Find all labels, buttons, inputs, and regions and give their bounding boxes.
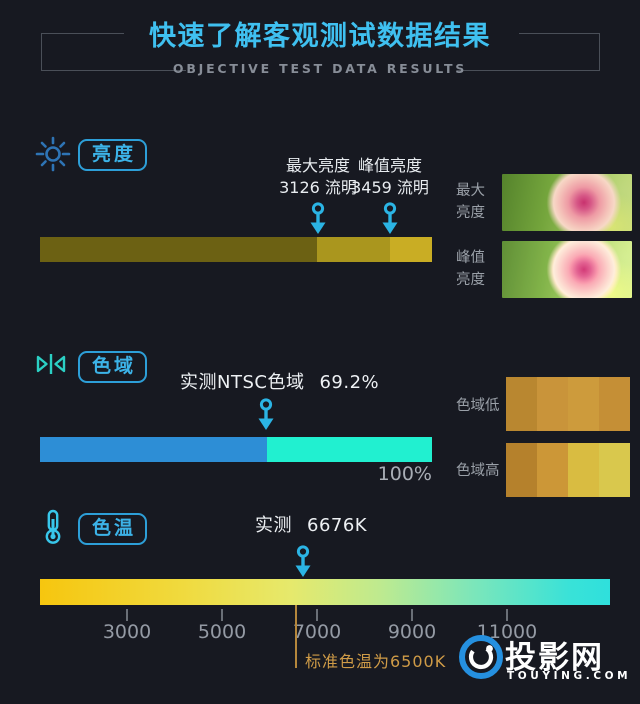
header-frame-line bbox=[41, 70, 186, 71]
peak-brightness-name: 峰值亮度 bbox=[357, 156, 422, 175]
page-subtitle: OBJECTIVE TEST DATA RESULTS bbox=[172, 61, 468, 76]
axis-tick bbox=[221, 609, 223, 621]
swatch-low-label: 色域低 bbox=[456, 398, 500, 414]
brand-logo-icon bbox=[458, 634, 504, 680]
standard-temperature-line bbox=[295, 605, 297, 668]
gamut-measured-label: 实测NTSC色域 bbox=[180, 372, 305, 393]
gamut-high-swatch bbox=[506, 443, 630, 497]
annotation-max-brightness: 最大亮度 3126 流明 bbox=[256, 155, 380, 199]
swatch-stripe bbox=[568, 443, 599, 497]
axis-tick-label: 9000 bbox=[387, 621, 437, 643]
swatch-high-label: 色域高 bbox=[456, 463, 500, 479]
temperature-measured-text: 实测 6676K bbox=[255, 511, 367, 537]
axis-tick bbox=[126, 609, 128, 621]
header-frame-line bbox=[457, 70, 600, 71]
peak-brightness-value: 3459 流明 bbox=[351, 178, 429, 197]
swatch-stripe bbox=[506, 443, 537, 497]
axis-tick-label: 7000 bbox=[292, 621, 342, 643]
brightness-bar-segment-max bbox=[317, 237, 390, 262]
swatch-stripe bbox=[537, 443, 568, 497]
brightness-bar bbox=[40, 237, 432, 262]
brightness-bar-segment-base bbox=[40, 237, 317, 262]
header-frame-line bbox=[599, 33, 600, 71]
pin-marker-icon bbox=[307, 202, 329, 235]
brand-domain: TOUYING.COM bbox=[507, 670, 632, 682]
axis-tick bbox=[411, 609, 413, 621]
swatch-stripe bbox=[599, 443, 630, 497]
brightness-bar-segment-peak bbox=[390, 237, 432, 262]
max-brightness-photo bbox=[502, 174, 632, 231]
swatch-stripe bbox=[537, 377, 568, 431]
header-frame-line bbox=[41, 33, 124, 34]
swatch-stripe bbox=[568, 377, 599, 431]
gamut-bar bbox=[40, 437, 432, 462]
section-label-brightness: 亮度 bbox=[78, 139, 148, 171]
axis-tick-label: 5000 bbox=[197, 621, 247, 643]
preview-label-peak: 峰值 亮度 bbox=[456, 250, 485, 288]
swatch-stripe bbox=[506, 377, 537, 431]
swatch-stripe bbox=[599, 377, 630, 431]
page-title: 快速了解客观测试数据结果 bbox=[149, 21, 491, 52]
gamut-measured-text: 实测NTSC色域 69.2% bbox=[180, 368, 379, 394]
thermometer-icon bbox=[42, 509, 64, 545]
axis-tick bbox=[506, 609, 508, 621]
section-label-temperature: 色温 bbox=[78, 513, 148, 545]
gamut-bar-full-segment bbox=[267, 437, 432, 462]
temperature-gradient-bar bbox=[40, 579, 610, 605]
temperature-measured-value: 6676K bbox=[307, 515, 368, 536]
header-frame-line bbox=[519, 33, 600, 34]
gamut-bar-measured-segment bbox=[40, 437, 267, 462]
max-brightness-name: 最大亮度 bbox=[285, 156, 350, 175]
pin-marker-icon bbox=[292, 545, 314, 578]
axis-tick-label: 3000 bbox=[102, 621, 152, 643]
sun-icon bbox=[34, 135, 72, 173]
peak-brightness-photo bbox=[502, 241, 632, 298]
gamut-measured-value: 69.2% bbox=[319, 372, 380, 393]
brand-name: 投影网 bbox=[505, 640, 604, 676]
gamut-icon bbox=[34, 349, 68, 379]
max-brightness-value: 3126 流明 bbox=[279, 178, 357, 197]
standard-temperature-note: 标准色温为6500K bbox=[305, 652, 447, 671]
axis-tick-label: 11000 bbox=[476, 621, 538, 643]
annotation-peak-brightness: 峰值亮度 3459 流明 bbox=[328, 155, 452, 199]
axis-tick bbox=[316, 609, 318, 621]
pin-marker-icon bbox=[255, 398, 277, 431]
section-label-gamut: 色域 bbox=[78, 351, 148, 383]
temperature-measured-label: 实测 bbox=[255, 515, 292, 536]
pin-marker-icon bbox=[379, 202, 401, 235]
gamut-scale-max-label: 100% bbox=[377, 463, 432, 485]
preview-label-max: 最大 亮度 bbox=[456, 183, 485, 221]
header-frame-line bbox=[41, 33, 42, 71]
gamut-low-swatch bbox=[506, 377, 630, 431]
